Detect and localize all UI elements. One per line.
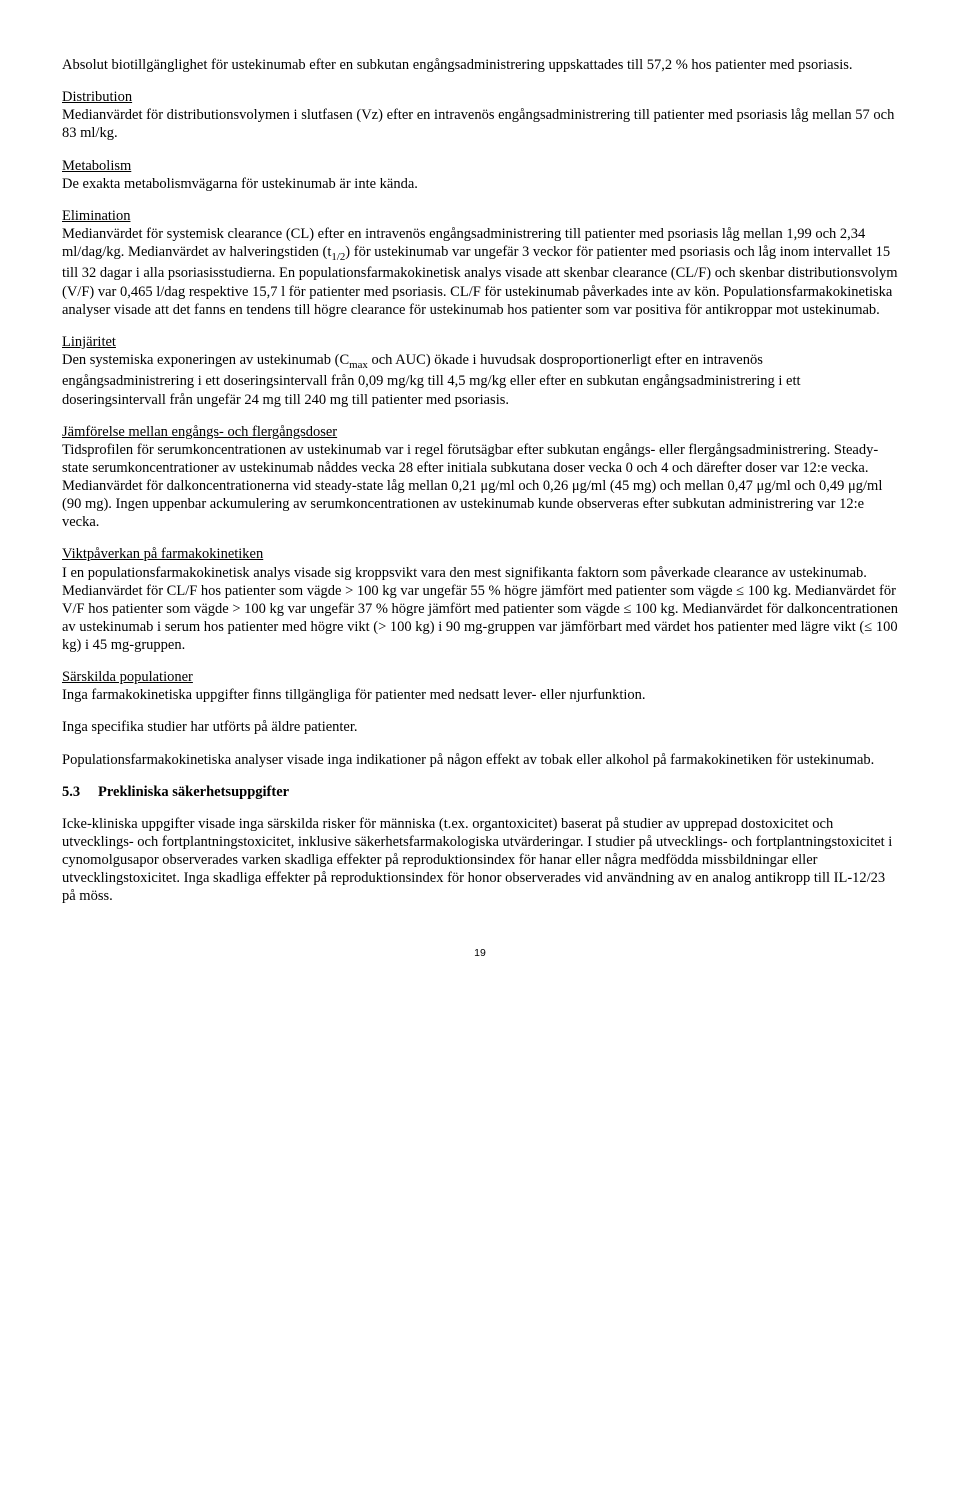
distribution-body: Medianvärdet för distributionsvolymen i … <box>62 106 898 142</box>
page-number: 19 <box>62 947 898 960</box>
special-p1: Inga farmakokinetiska uppgifter finns ti… <box>62 686 898 704</box>
linearity-heading: Linjäritet <box>62 333 898 351</box>
section-5-3-heading: 5.3Prekliniska säkerhetsuppgifter <box>62 783 898 801</box>
metabolism-body: De exakta metabolismvägarna för ustekinu… <box>62 175 898 193</box>
comparison-heading: Jämförelse mellan engångs- och flergångs… <box>62 423 898 441</box>
elimination-heading: Elimination <box>62 207 898 225</box>
section-5-3-title: Prekliniska säkerhetsuppgifter <box>98 784 289 800</box>
elimination-body-sub: 1/2 <box>331 251 345 263</box>
comparison-body: Tidsprofilen för serumkoncentrationen av… <box>62 441 898 532</box>
distribution-heading: Distribution <box>62 88 898 106</box>
section-5-3-number: 5.3 <box>62 783 98 801</box>
elimination-body: Medianvärdet för systemisk clearance (CL… <box>62 225 898 319</box>
weight-heading: Viktpåverkan på farmakokinetiken <box>62 545 898 563</box>
linearity-body: Den systemiska exponeringen av ustekinum… <box>62 351 898 409</box>
linearity-body-sub: max <box>349 359 368 371</box>
special-p2: Inga specifika studier har utförts på äl… <box>62 718 898 736</box>
special-p3: Populationsfarmakokinetiska analyser vis… <box>62 751 898 769</box>
intro-paragraph: Absolut biotillgänglighet för ustekinuma… <box>62 56 898 74</box>
weight-body: I en populationsfarmakokinetisk analys v… <box>62 564 898 655</box>
metabolism-heading: Metabolism <box>62 157 898 175</box>
section-5-3-body: Icke-kliniska uppgifter visade inga särs… <box>62 815 898 906</box>
special-heading: Särskilda populationer <box>62 668 898 686</box>
linearity-body-pre: Den systemiska exponeringen av ustekinum… <box>62 352 349 368</box>
